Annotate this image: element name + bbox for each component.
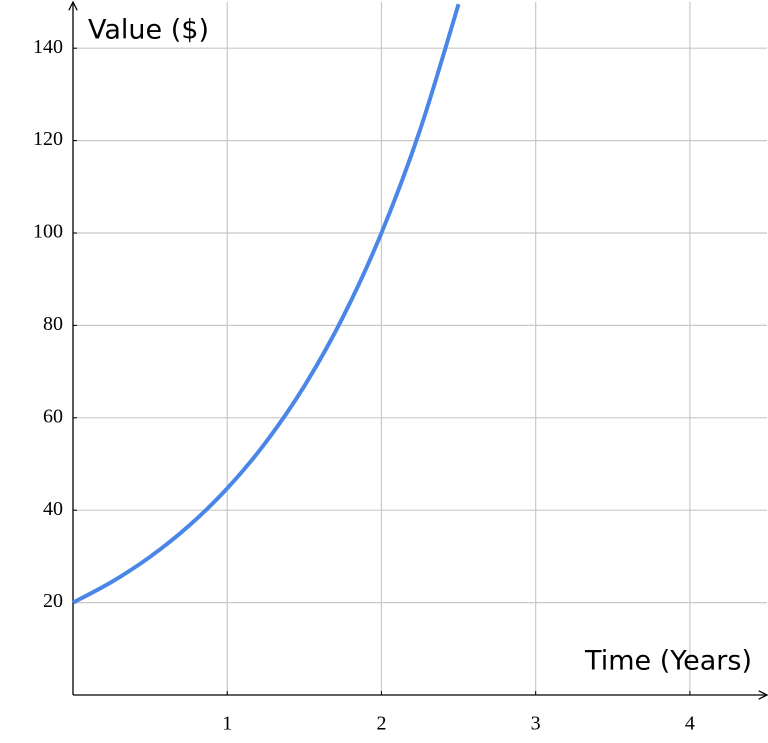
x-axis-title: Time (Years) [584, 646, 752, 677]
y-tick-label: 20 [43, 590, 63, 612]
x-tick-label: 3 [531, 713, 541, 735]
y-tick-label: 100 [33, 221, 63, 243]
y-tick-label: 120 [33, 128, 63, 150]
grid [73, 2, 767, 695]
y-tick-label: 40 [43, 498, 63, 520]
y-tick-label: 140 [33, 36, 63, 58]
x-tick-label: 2 [376, 713, 386, 735]
y-axis-title: Value ($) [88, 15, 209, 46]
y-tick-label: 80 [43, 313, 63, 335]
x-tick-label: 1 [222, 713, 232, 735]
x-tick-label: 4 [685, 713, 695, 735]
y-tick-label: 60 [43, 405, 63, 427]
line-series [72, 3, 461, 605]
